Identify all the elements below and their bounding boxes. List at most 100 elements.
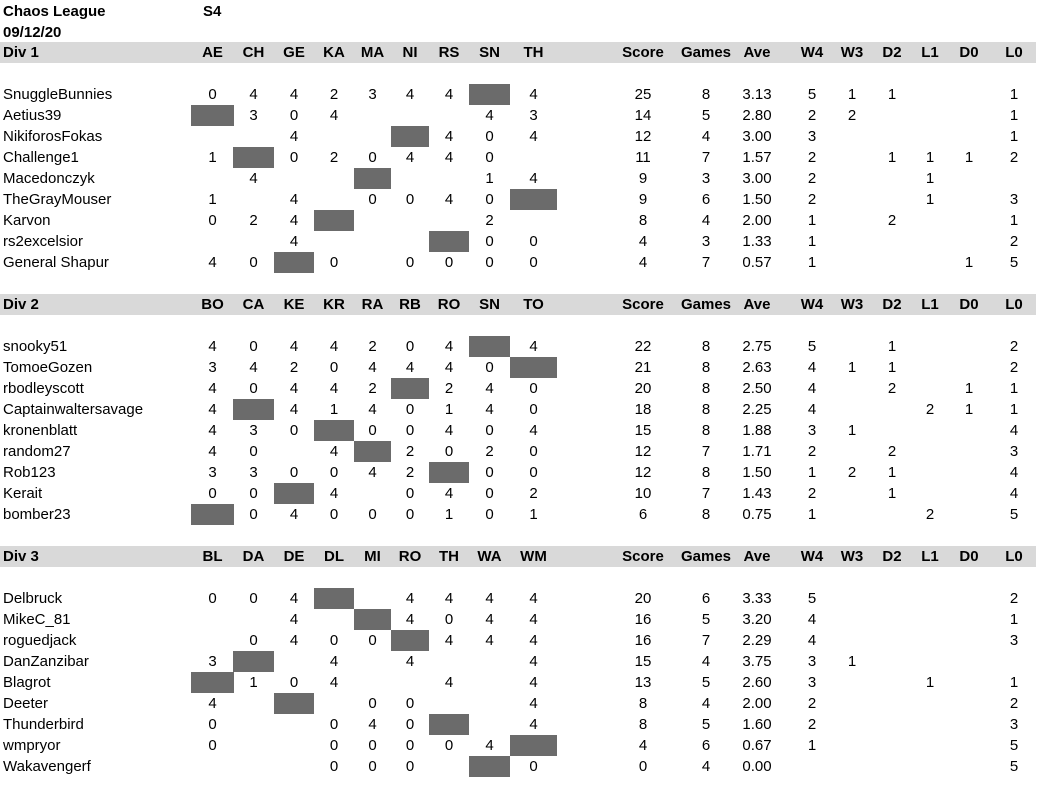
result-cell: 0: [368, 149, 377, 166]
opponent-column-header: CH: [242, 44, 265, 61]
player-name: Kerait: [3, 485, 43, 502]
division-header: Div 2 BO CA KE KR RA RB RO SN TO Score Games Ave W4 W3…: [0, 294, 1036, 315]
stat-cell: 4: [807, 380, 817, 397]
result-cell: 0: [208, 590, 217, 607]
result-cell: 0: [485, 485, 494, 502]
stat-cell: [950, 441, 988, 462]
stat-cell: [950, 693, 988, 714]
stat-cell: [834, 252, 870, 273]
stat-cell: [912, 336, 948, 357]
stat-cell: 1.50: [742, 464, 772, 481]
result-cell: 0: [368, 506, 377, 523]
result-cell: 0: [485, 149, 494, 166]
player-name: Captainwaltersavage: [3, 401, 144, 418]
self-match-cell: [191, 672, 234, 693]
stat-cell: 3: [701, 233, 711, 250]
stat-cell: 2.29: [742, 632, 772, 649]
result-cell: 4: [289, 338, 299, 355]
division-name: Div 2: [3, 296, 39, 313]
result-cell: 0: [289, 674, 299, 691]
result-cell: 0: [405, 401, 415, 418]
result-cell: 0: [444, 737, 454, 754]
result-cell: 4: [405, 590, 415, 607]
result-cell: 2: [405, 443, 415, 460]
stat-cell: 25: [634, 86, 652, 103]
stat-cell: 1: [964, 149, 974, 166]
stat-cell: 4: [807, 632, 817, 649]
table-row: Blagrot 1 0 4 4 4 13 5 2.60 3 1 1: [0, 672, 1036, 693]
stat-cell: 21: [634, 359, 652, 376]
stat-cell: 1: [887, 149, 897, 166]
stat-cell: [874, 168, 910, 189]
result-cell: 0: [405, 737, 415, 754]
stat-cell: 5: [807, 86, 817, 103]
player-name: kronenblatt: [3, 422, 78, 439]
stat-cell: [834, 126, 870, 147]
player-name: roguedjack: [3, 632, 77, 649]
player-name: TheGrayMouser: [3, 191, 112, 208]
stat-cell: 2.25: [742, 401, 772, 418]
result-cell: 2: [289, 359, 299, 376]
result-cell: 0: [405, 422, 415, 439]
result-cell: [314, 609, 354, 630]
result-cell: [354, 483, 391, 504]
stat-cell: 6: [701, 590, 711, 607]
stat-cell: 6: [701, 191, 711, 208]
stat-cell: 8: [638, 695, 648, 712]
table-row: MikeC_81 4 4 0 4 4 16 5 3.20 4 1: [0, 609, 1036, 630]
opponent-column-header: SN: [479, 44, 500, 61]
stat-cell: [912, 84, 948, 105]
stat-column-header: Score: [622, 296, 664, 313]
stat-column-header: W3: [840, 296, 864, 313]
stat-cell: [912, 651, 948, 672]
stat-cell: [950, 357, 988, 378]
result-cell: 0: [405, 254, 415, 271]
stat-cell: [792, 756, 832, 777]
result-cell: [354, 126, 391, 147]
stat-cell: [950, 210, 988, 231]
self-match-cell: [469, 84, 510, 105]
stat-cell: [912, 483, 948, 504]
stat-cell: [912, 441, 948, 462]
stat-cell: [874, 399, 910, 420]
table-row: Aetius39 3 0 4 4 3 14 5 2.80 2 2 1: [0, 105, 1036, 126]
stat-cell: [834, 189, 870, 210]
stat-cell: 8: [701, 422, 711, 439]
player-name: rbodleyscott: [3, 380, 84, 397]
result-cell: 3: [208, 653, 217, 670]
result-cell: 4: [289, 590, 299, 607]
result-cell: 2: [485, 212, 494, 229]
result-cell: 3: [529, 107, 538, 124]
stat-column-header: L1: [921, 296, 939, 313]
stat-cell: [834, 672, 870, 693]
stat-cell: [874, 630, 910, 651]
opponent-column-header: CA: [242, 296, 265, 313]
opponent-column-header: RB: [399, 296, 421, 313]
result-cell: 4: [289, 611, 299, 628]
stat-cell: 4: [807, 611, 817, 628]
self-match-cell: [314, 420, 354, 441]
self-match-cell: [469, 756, 510, 777]
result-cell: 4: [444, 128, 454, 145]
stat-cell: 2: [1009, 590, 1019, 607]
self-match-cell: [510, 189, 557, 210]
stat-cell: 5: [1009, 737, 1019, 754]
table-row: Rob123 3 3 0 0 4 2 0 0 12 8 1.50 1 2 1 4: [0, 462, 1036, 483]
result-cell: [233, 231, 274, 252]
result-cell: 2: [405, 464, 415, 481]
stat-cell: [834, 336, 870, 357]
result-cell: [391, 672, 429, 693]
table-row: Deeter 4 0 0 4 8 4 2.00 2 2: [0, 693, 1036, 714]
stat-cell: 2: [925, 506, 935, 523]
stat-cell: 8: [638, 716, 648, 733]
stat-cell: 8: [701, 401, 711, 418]
result-cell: 4: [529, 422, 538, 439]
result-cell: 0: [444, 254, 454, 271]
stat-cell: 5: [807, 338, 817, 355]
opponent-column-header: MI: [364, 548, 381, 565]
stat-cell: 1: [807, 464, 817, 481]
self-match-cell: [391, 126, 429, 147]
stat-cell: 4: [807, 401, 817, 418]
result-cell: [354, 252, 391, 273]
stat-cell: [874, 126, 910, 147]
